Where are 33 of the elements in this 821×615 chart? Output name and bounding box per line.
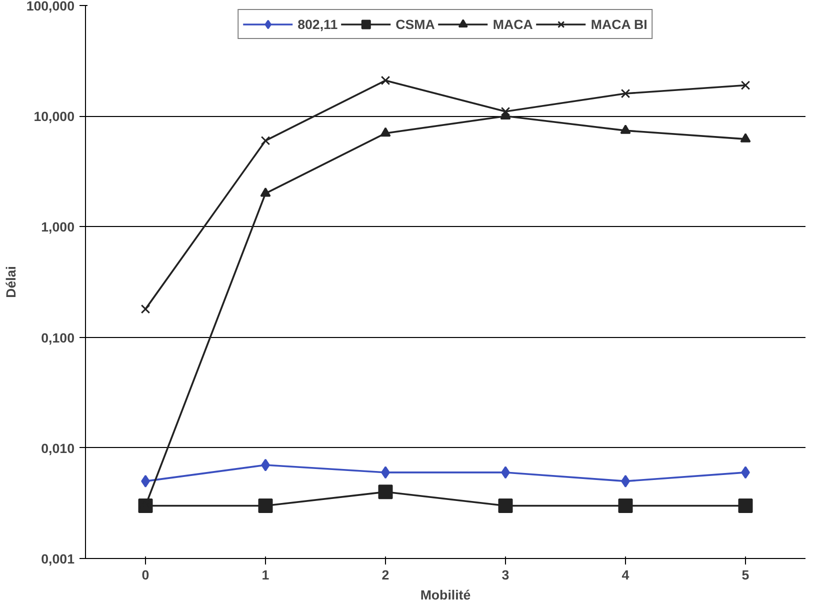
point bbox=[260, 187, 271, 197]
point bbox=[740, 80, 750, 90]
y-tick-label: 100,000 bbox=[26, 0, 75, 14]
point bbox=[738, 498, 753, 513]
y-tick-label: 0,001 bbox=[41, 552, 76, 566]
point bbox=[620, 88, 630, 98]
x-tick-label: 0 bbox=[142, 568, 150, 582]
y-tick-label: 1,000 bbox=[41, 220, 75, 235]
point bbox=[140, 304, 150, 314]
y-axis-title: Délai bbox=[3, 266, 18, 298]
legend-label: MACA bbox=[492, 16, 533, 32]
legend-label: MACA BI bbox=[590, 16, 648, 32]
y-tick-label: 0,010 bbox=[41, 440, 75, 456]
point bbox=[498, 498, 513, 513]
x-tick-label: 1 bbox=[262, 568, 270, 582]
point bbox=[740, 133, 751, 142]
point bbox=[500, 106, 510, 116]
y-tick-label: 10,000 bbox=[34, 109, 74, 124]
point bbox=[378, 484, 393, 500]
point bbox=[380, 127, 391, 137]
x-tick-label: 2 bbox=[382, 568, 390, 582]
point bbox=[258, 498, 273, 513]
point bbox=[618, 498, 633, 513]
point bbox=[260, 136, 270, 146]
y-tick-label: 0,100 bbox=[41, 330, 75, 346]
x-tick-label: 5 bbox=[742, 568, 750, 582]
point bbox=[380, 76, 390, 86]
x-tick-label: 4 bbox=[622, 568, 630, 582]
x-axis-title: Mobilité bbox=[420, 588, 471, 602]
legend-label: CSMA bbox=[396, 16, 435, 32]
point bbox=[620, 124, 631, 134]
legend-label: 802,11 bbox=[298, 16, 338, 32]
x-tick-label: 3 bbox=[502, 568, 510, 582]
